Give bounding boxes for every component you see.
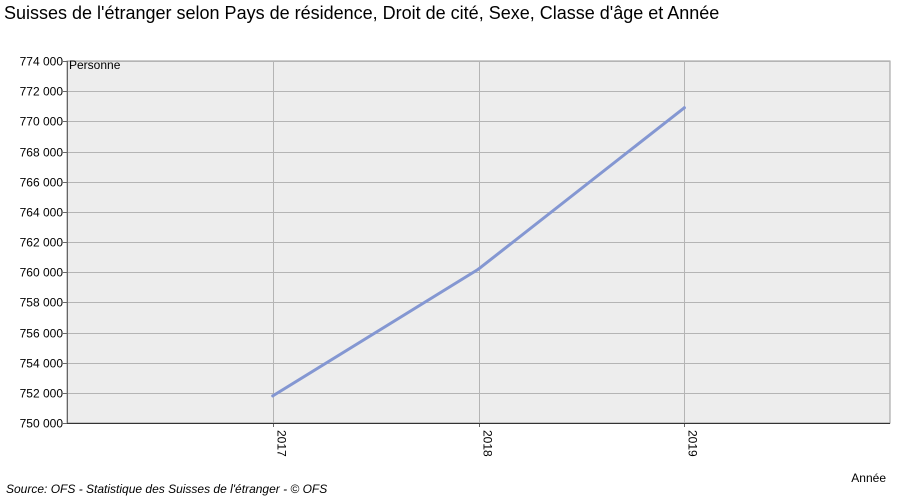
- y-tick-label: 754 000: [20, 357, 64, 371]
- source-note: Source: OFS - Statistique des Suisses de…: [6, 482, 328, 496]
- y-tick-label: 750 000: [20, 417, 64, 431]
- y-tick-label: 772 000: [20, 85, 64, 99]
- x-tick-label: 2017: [275, 430, 289, 457]
- y-tick-label: 764 000: [20, 206, 64, 220]
- data-point: [477, 267, 480, 271]
- data-point: [682, 106, 686, 110]
- y-tick-label: 760 000: [20, 266, 64, 280]
- x-tick-label: 2019: [686, 430, 700, 457]
- y-axis-label: Personne: [69, 58, 121, 72]
- y-tick-label: 770 000: [20, 115, 64, 129]
- x-axis-tick-labels: 2017 2018 2019: [275, 430, 700, 457]
- chart-title: Suisses de l'étranger selon Pays de rési…: [4, 3, 720, 23]
- y-tick-label: 774 000: [20, 55, 64, 69]
- y-tick-label: 758 000: [20, 296, 64, 310]
- y-tick-label: 768 000: [20, 146, 64, 160]
- y-axis-tick-labels: 750 000 752 000 754 000 756 000 758 000 760 0…: [20, 55, 64, 431]
- x-tick-label: 2018: [481, 430, 495, 457]
- series-group: [271, 106, 686, 398]
- data-point: [271, 394, 275, 398]
- y-tick-label: 752 000: [20, 387, 64, 401]
- vertical-gridlines: [273, 61, 685, 427]
- y-tick-label: 766 000: [20, 176, 64, 190]
- y-tick-label: 756 000: [20, 327, 64, 341]
- horizontal-gridlines: [63, 61, 890, 424]
- y-tick-label: 762 000: [20, 236, 64, 250]
- x-axis-label: Année: [851, 471, 886, 485]
